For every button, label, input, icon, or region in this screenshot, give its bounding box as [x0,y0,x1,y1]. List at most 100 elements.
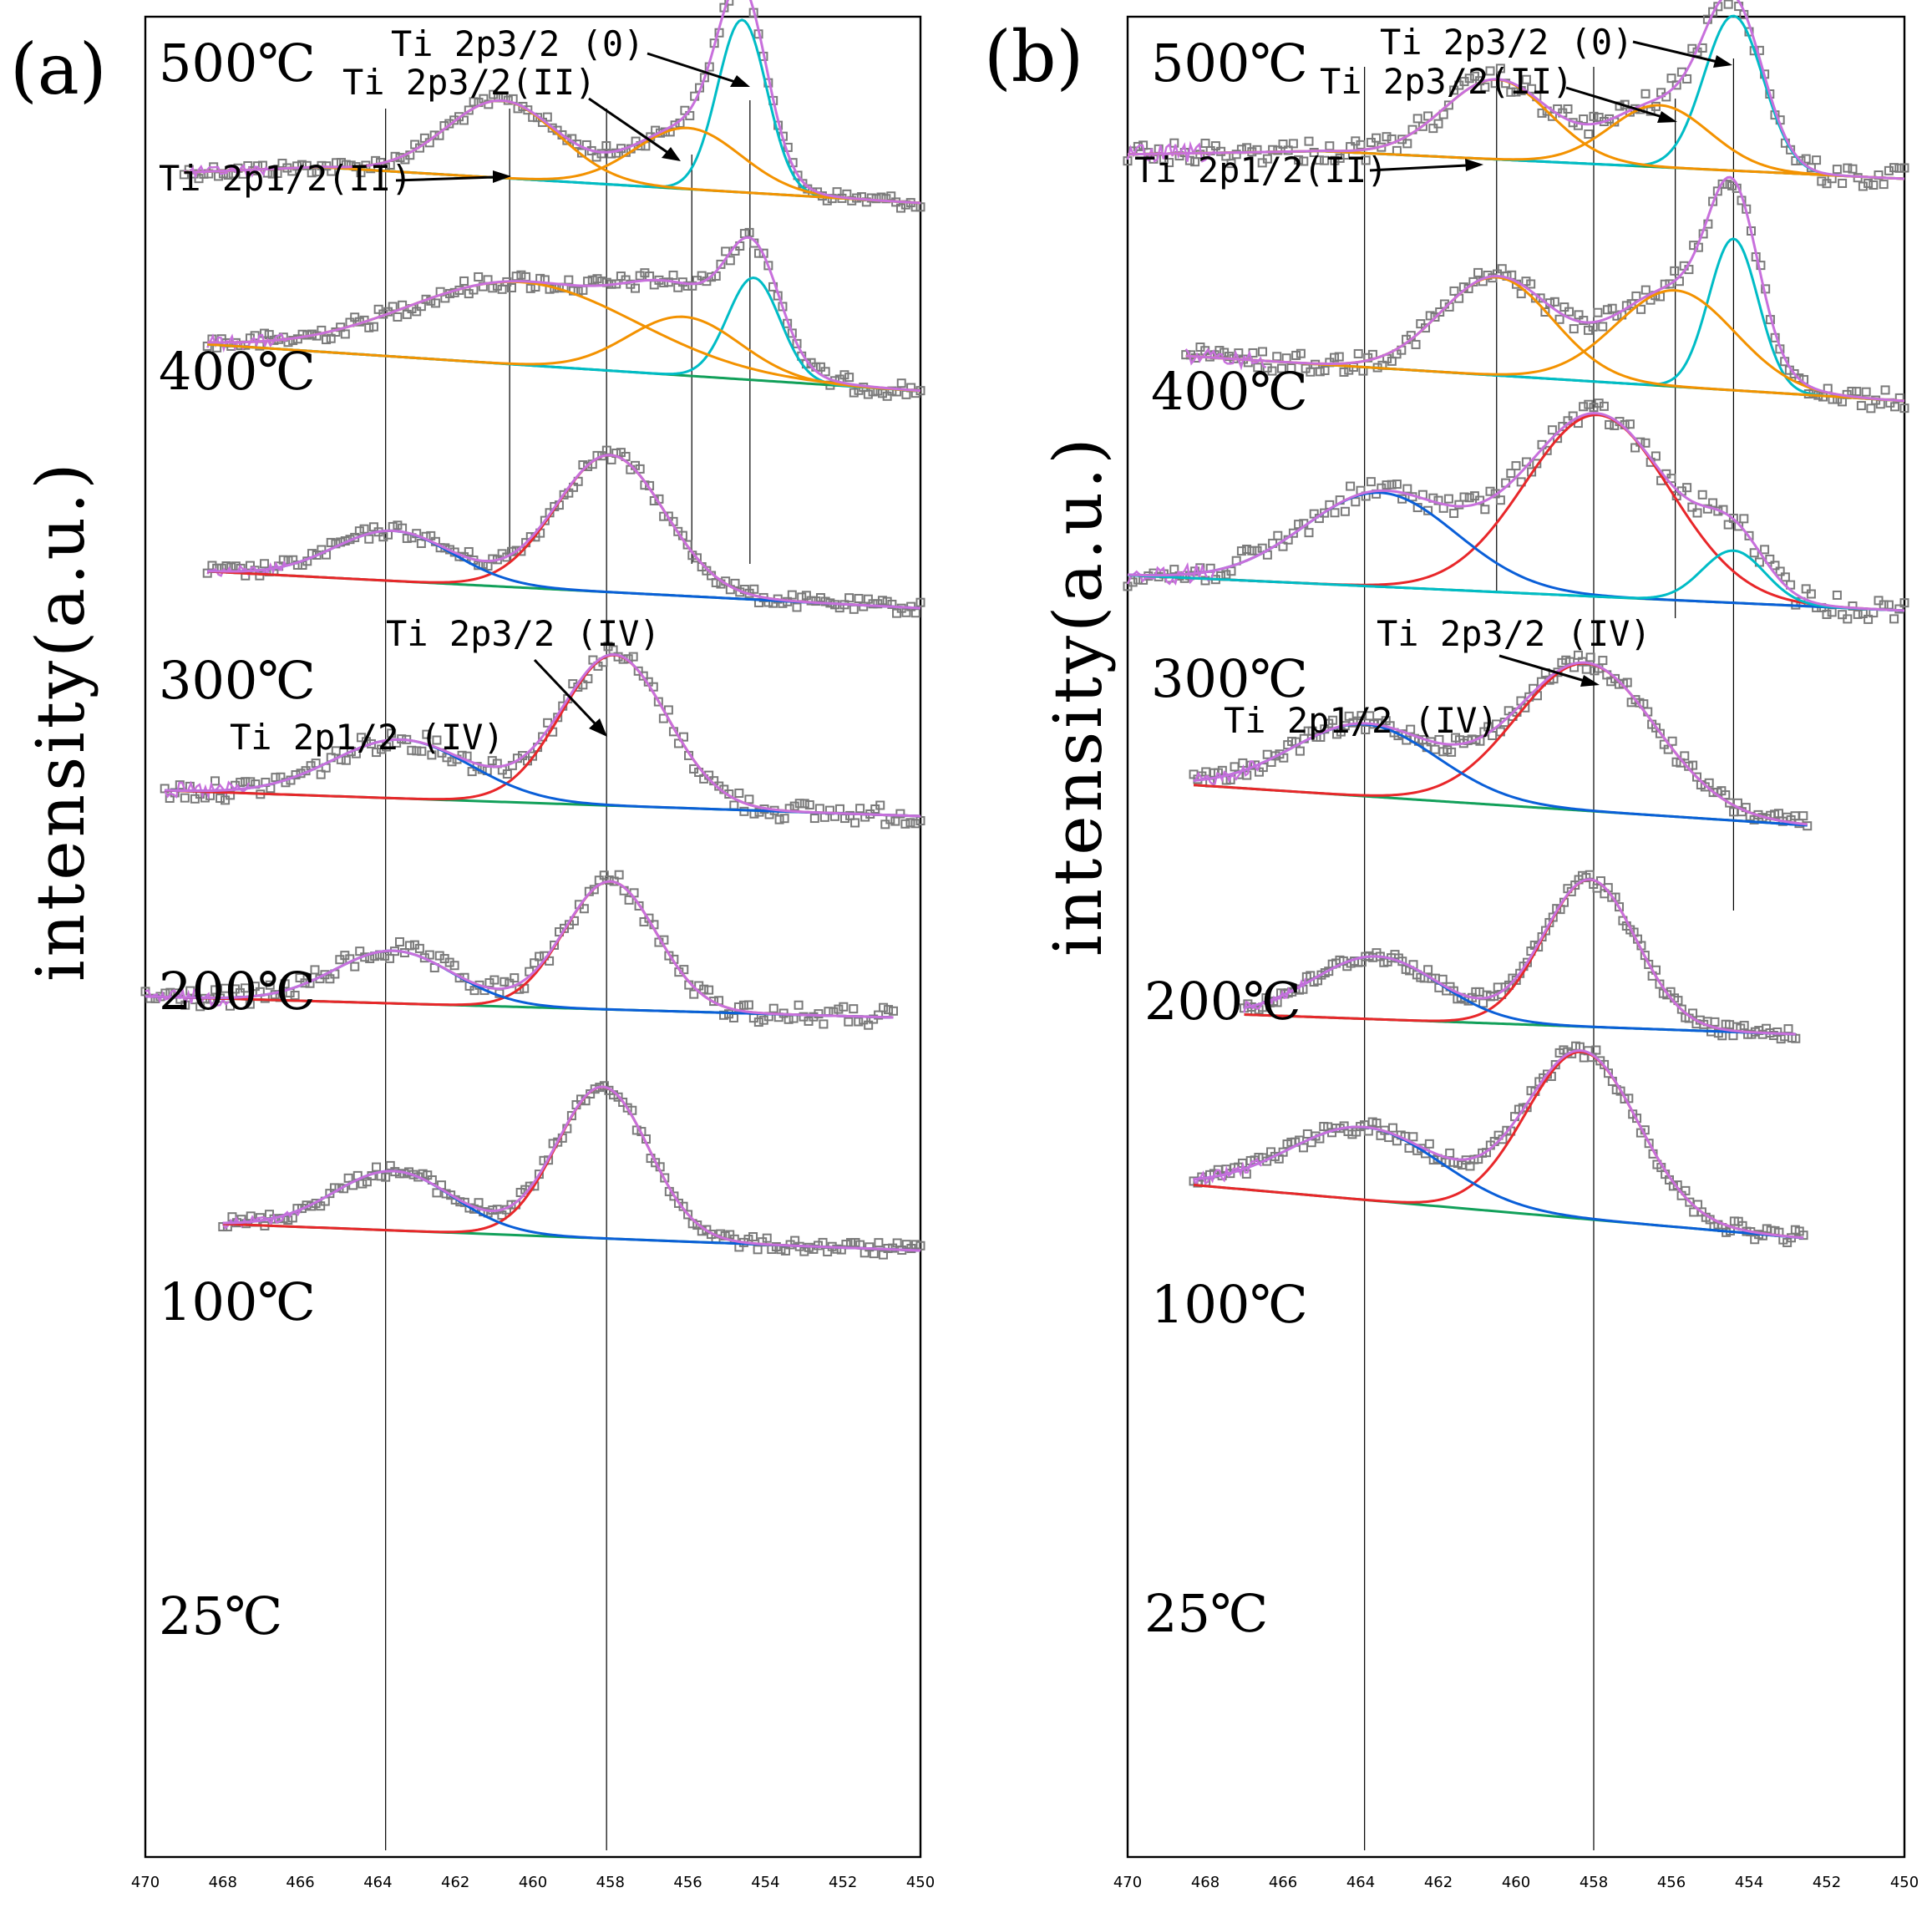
data-point [768,1003,778,1013]
data-point [1511,87,1521,97]
panel-a-tick-464: 464 [363,1874,392,1891]
data-point [542,112,552,122]
data-point [1241,1169,1251,1179]
data-point [592,274,602,284]
data-point [887,386,897,396]
panel-a-arrow-ti2p32-ii [588,97,669,155]
panel-a-spectrum-0 [179,0,925,213]
data-point [814,1009,824,1019]
data-point [787,590,797,600]
data-point [1387,356,1397,366]
data-point [241,777,251,787]
data-point [866,193,876,203]
data-point [1495,63,1505,74]
panel-b-temp-100: 100℃ [1151,1274,1308,1335]
data-point [1495,495,1505,505]
data-point [354,526,364,536]
data-point [265,980,275,990]
data-point [1640,285,1651,295]
data-point [1506,469,1516,479]
data-point [850,1237,860,1247]
data-point [1682,483,1692,493]
data-point [844,593,854,603]
data-point [604,875,614,885]
data-point [1744,530,1754,540]
data-point [1687,502,1697,512]
data-point [682,281,692,291]
panel-b-spectrum-1-envelope [1185,175,1905,403]
data-point [789,801,799,811]
data-point [271,773,281,783]
data-point [1328,715,1338,725]
data-point [497,284,507,294]
panel-b-spectrum-4-peak-0 [1244,878,1796,1036]
data-point [368,322,378,332]
data-point [515,1187,525,1197]
data-point [881,194,891,204]
data-point [1330,508,1340,518]
data-point [1591,1045,1601,1055]
data-point [910,1240,920,1250]
panel-b-tick-470: 470 [1113,1874,1142,1891]
data-point [1133,141,1143,151]
data-point [855,804,865,814]
data-point [1756,261,1766,271]
panel-a-arrow-ti2p32-0 [647,52,736,84]
data-point [915,815,925,825]
data-point [1671,80,1681,90]
data-point [459,115,469,125]
data-point [749,584,759,594]
data-point [1598,322,1608,332]
data-point [1848,601,1858,611]
data-point [1320,365,1330,375]
data-point [1890,402,1900,412]
panel-b-temp-300: 300℃ [1151,648,1308,709]
panel-b-x-axis: 470 468 466 464 462 460 458 456 454 452 … [1113,1874,1919,1891]
data-point [417,746,427,756]
data-point [725,256,735,266]
data-point [1302,1129,1312,1139]
data-point [1710,1017,1720,1027]
data-point [1806,589,1816,599]
data-point [1822,179,1832,189]
data-point [240,983,250,993]
panel-a-annot-ti2p12-ii: Ti 2p1/2(II) [159,158,412,199]
panel-b-tick-460: 460 [1502,1874,1530,1891]
data-point [1630,443,1640,453]
data-point [221,795,231,805]
data-point [875,800,885,810]
data-point [1667,736,1677,746]
data-point [343,1173,353,1183]
data-point [1402,139,1412,149]
panel-b-spectrum-0-raw-edge [1126,140,1215,164]
data-point [794,1000,804,1010]
data-point [1574,310,1584,320]
data-point [1430,312,1440,322]
data-point [864,1020,874,1030]
data-point [1511,461,1521,471]
data-point [1832,590,1842,600]
data-point [868,599,878,609]
data-point [1459,492,1469,502]
data-point [871,194,881,204]
data-point [854,1017,864,1027]
data-point [1438,109,1448,119]
panel-b-spectra [1123,0,1909,1247]
data-point [794,799,804,809]
panel-a-arrows [395,52,750,737]
data-point [748,1232,758,1242]
panel-a-frame [144,15,922,1859]
data-point [762,1233,772,1243]
data-point [559,490,569,500]
data-point [316,1201,326,1211]
data-point [673,282,683,292]
data-point [1861,387,1871,397]
data-point [469,986,479,996]
panel-b-arrowhead-ti2p32-ii [1657,111,1677,123]
panel-a-reference-lines [385,100,751,1850]
data-point [1480,505,1490,515]
data-point [1615,902,1625,912]
data-point [1230,762,1240,772]
data-point [412,307,422,317]
